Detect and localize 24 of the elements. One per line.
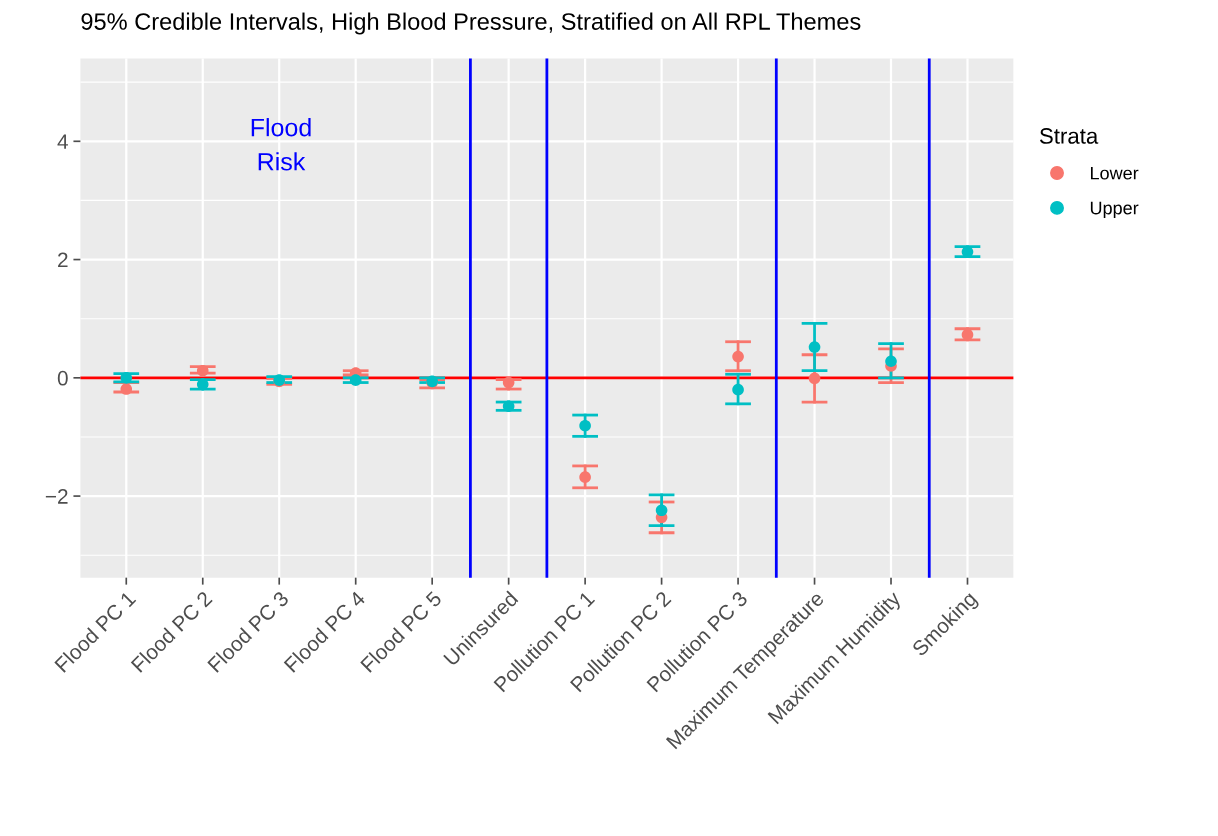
chart-title: 95% Credible Intervals, High Blood Pressure, Stratified on All RPL Themes xyxy=(81,12,861,35)
point xyxy=(502,376,515,389)
point xyxy=(349,374,362,386)
y-tick-label: −2 xyxy=(45,489,68,504)
y-tick-label: 4 xyxy=(57,134,68,149)
legend-label: Upper xyxy=(1090,201,1139,218)
point xyxy=(196,364,209,377)
point xyxy=(655,504,668,517)
point xyxy=(732,350,744,363)
point xyxy=(502,400,515,413)
point xyxy=(808,372,821,385)
legend-label: Lower xyxy=(1090,166,1139,180)
point xyxy=(808,341,821,353)
point xyxy=(120,372,133,384)
annotation: Flood Risk xyxy=(251,118,311,171)
legend-title: Strata xyxy=(1039,128,1099,144)
y-tick-label: 0 xyxy=(57,370,68,386)
point xyxy=(579,471,591,483)
point xyxy=(120,383,133,395)
point xyxy=(579,419,591,432)
point xyxy=(732,383,744,396)
y-tick-label: 2 xyxy=(58,252,68,268)
point xyxy=(196,378,209,391)
point xyxy=(885,355,897,368)
